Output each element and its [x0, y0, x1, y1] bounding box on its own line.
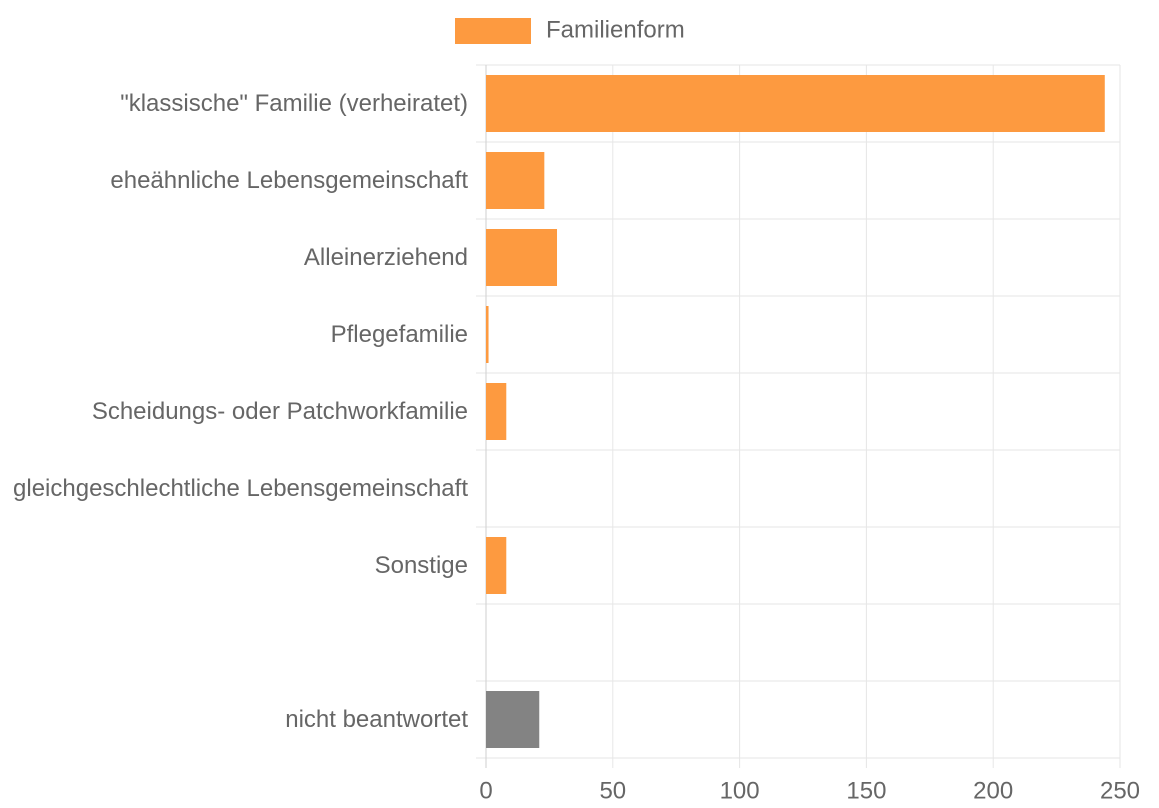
y-tick-label: "klassische" Familie (verheiratet) [0, 65, 468, 142]
legend-label: Familienform [546, 16, 685, 43]
y-tick-label: nicht beantwortet [0, 681, 468, 758]
bar [486, 537, 507, 594]
category-text: Sonstige [374, 551, 468, 579]
x-tick-label: 50 [599, 777, 626, 804]
category-text: eheähnliche Lebensgemeinschaft [110, 166, 468, 194]
bar [486, 383, 507, 440]
y-tick-label: Pflegefamilie [0, 296, 468, 373]
y-tick-label: gleichgeschlechtliche Lebensgemeinschaft [0, 450, 468, 527]
y-tick-label: Scheidungs- oder Patchworkfamilie [0, 373, 468, 450]
category-text: nicht beantwortet [285, 705, 468, 733]
category-text: gleichgeschlechtliche Lebensgemeinschaft [13, 474, 468, 502]
bar [486, 75, 1105, 132]
category-text: Pflegefamilie [330, 320, 468, 348]
category-text: "klassische" Familie (verheiratet) [120, 89, 468, 117]
bar [486, 152, 545, 209]
y-tick-label: Sonstige [0, 527, 468, 604]
category-text: Scheidungs- oder Patchworkfamilie [91, 397, 468, 425]
x-tick-label: 0 [479, 777, 492, 804]
bar [486, 229, 558, 286]
bar [486, 306, 489, 363]
category-text: Alleinerziehend [303, 243, 468, 271]
x-tick-label: 200 [973, 777, 1013, 804]
legend-swatch [455, 18, 531, 44]
y-tick-label: eheähnliche Lebensgemeinschaft [0, 142, 468, 219]
bar [486, 691, 540, 748]
x-tick-label: 250 [1100, 777, 1140, 804]
y-tick-label: Alleinerziehend [0, 219, 468, 296]
x-tick-label: 100 [720, 777, 760, 804]
x-tick-label: 150 [846, 777, 886, 804]
